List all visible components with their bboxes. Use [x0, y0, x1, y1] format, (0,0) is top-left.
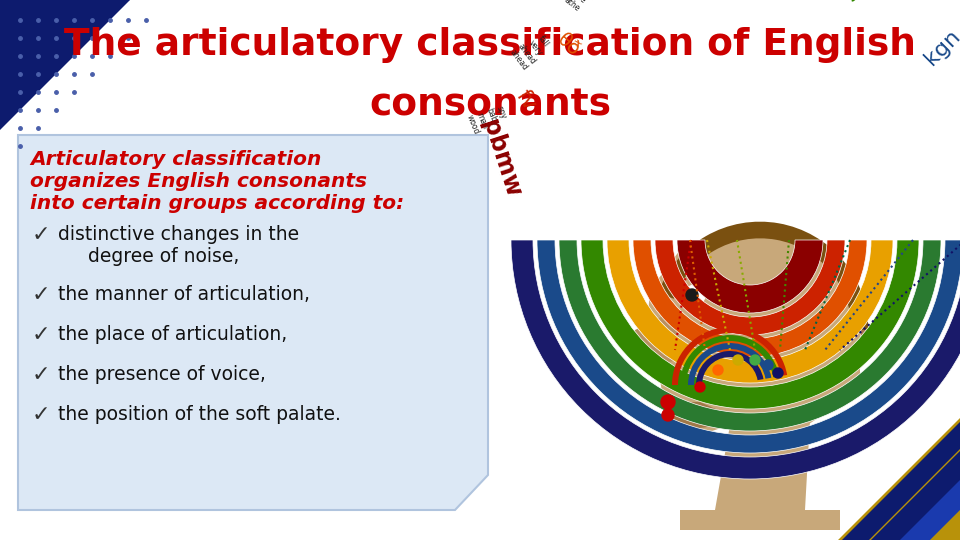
Text: ✓: ✓	[32, 325, 51, 345]
Circle shape	[695, 382, 705, 392]
Wedge shape	[677, 240, 823, 313]
Text: consonants: consonants	[369, 87, 611, 123]
Text: ✓: ✓	[32, 405, 51, 425]
Text: j: j	[844, 0, 859, 2]
Text: ✓: ✓	[32, 285, 51, 305]
Text: pbmw: pbmw	[477, 117, 525, 201]
Text: distinctive changes in the
     degree of noise,: distinctive changes in the degree of noi…	[58, 225, 300, 266]
Circle shape	[733, 355, 743, 365]
Circle shape	[685, 285, 705, 305]
Text: kgn: kgn	[921, 26, 960, 69]
Wedge shape	[607, 240, 893, 383]
Text: into certain groups according to:: into certain groups according to:	[30, 194, 404, 213]
Polygon shape	[660, 230, 860, 430]
Text: the place of articulation,: the place of articulation,	[58, 325, 287, 344]
Circle shape	[750, 355, 760, 365]
Circle shape	[661, 395, 675, 409]
Polygon shape	[715, 420, 810, 510]
Circle shape	[713, 365, 723, 375]
Text: should
asia: should asia	[882, 0, 914, 2]
Text: organizes English consonants: organizes English consonants	[30, 172, 367, 191]
Wedge shape	[655, 240, 845, 335]
Text: The articulatory classification of English: The articulatory classification of Engli…	[64, 27, 916, 63]
Circle shape	[773, 368, 783, 378]
Wedge shape	[672, 327, 787, 385]
Polygon shape	[680, 510, 840, 530]
Text: fv: fv	[513, 86, 540, 114]
Wedge shape	[511, 240, 960, 479]
Polygon shape	[0, 0, 130, 130]
Text: ✓: ✓	[32, 365, 51, 385]
Polygon shape	[930, 510, 960, 540]
Polygon shape	[840, 420, 960, 540]
Polygon shape	[0, 0, 130, 80]
Text: θð: θð	[553, 30, 584, 60]
Circle shape	[763, 360, 773, 370]
Wedge shape	[696, 351, 763, 385]
Wedge shape	[680, 335, 780, 385]
Text: ✓: ✓	[32, 225, 51, 245]
Wedge shape	[537, 240, 960, 453]
Text: the presence of voice,: the presence of voice,	[58, 365, 266, 384]
Polygon shape	[645, 250, 780, 435]
Wedge shape	[581, 240, 919, 409]
Polygon shape	[18, 135, 488, 510]
Polygon shape	[632, 310, 682, 365]
Text: the manner of articulation,: the manner of articulation,	[58, 285, 310, 304]
Text: spy
baby
man
wood: spy baby man wood	[465, 102, 509, 136]
Circle shape	[660, 230, 860, 430]
Polygon shape	[665, 402, 718, 430]
Text: Articulatory classification: Articulatory classification	[30, 150, 322, 169]
Circle shape	[662, 409, 674, 421]
Text: thought
athe
athe: thought athe athe	[557, 0, 599, 18]
Wedge shape	[688, 343, 772, 385]
Text: the position of the soft palate.: the position of the soft palate.	[58, 405, 341, 424]
Text: fall
very
ahead
ahead: fall very ahead ahead	[508, 29, 555, 72]
Circle shape	[686, 289, 698, 301]
Wedge shape	[559, 240, 941, 431]
Wedge shape	[633, 240, 867, 357]
Polygon shape	[900, 480, 960, 540]
